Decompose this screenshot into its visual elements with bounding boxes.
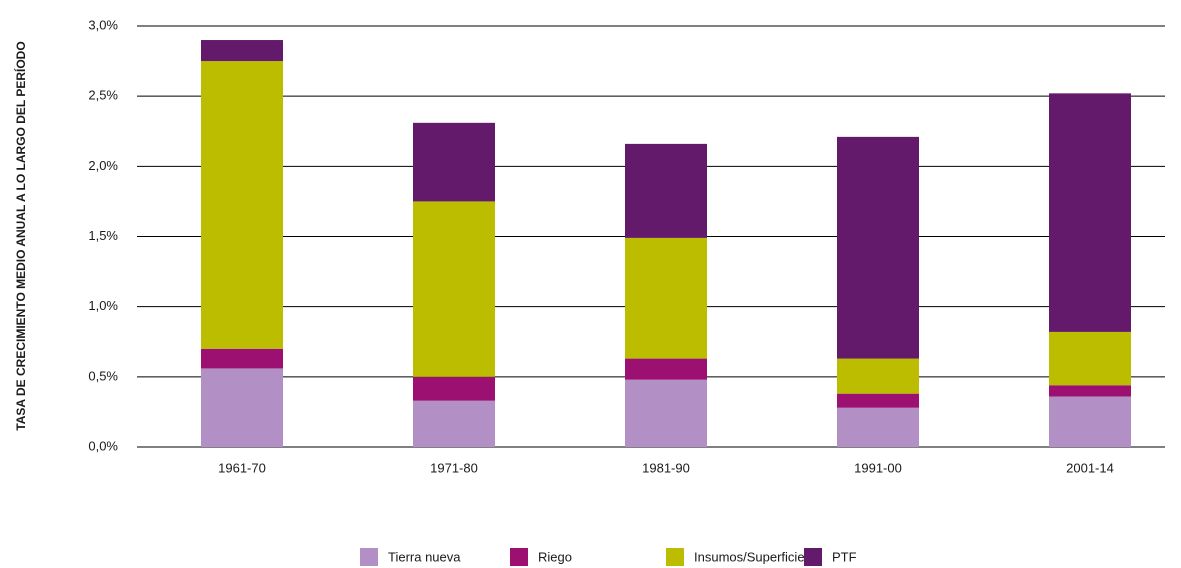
bar-segment	[1049, 93, 1131, 332]
bar-segment	[837, 136, 919, 359]
legend-swatch	[510, 548, 528, 566]
x-tick-label: 1971-80	[430, 460, 478, 475]
bar-segment	[625, 379, 707, 447]
x-tick-label: 1961-70	[218, 460, 266, 475]
y-tick-label: 2,0%	[88, 158, 118, 173]
y-tick-label: 1,0%	[88, 298, 118, 313]
x-tick-label: 1991-00	[854, 460, 902, 475]
x-tick-label: 2001-14	[1066, 460, 1114, 475]
bar-segment	[837, 407, 919, 447]
bar-segment	[1049, 385, 1131, 397]
legend-label: PTF	[832, 549, 857, 564]
bar-segment	[413, 201, 495, 377]
bar-segment	[413, 376, 495, 401]
y-tick-label: 0,0%	[88, 438, 118, 453]
legend-label: Tierra nueva	[388, 549, 461, 564]
legend-swatch	[804, 548, 822, 566]
bar-segment	[837, 358, 919, 394]
y-axis-title: TASA DE CRECIMIENTO MEDIO ANUAL A LO LAR…	[13, 41, 28, 430]
bar-segment	[413, 122, 495, 202]
bar-segment	[1049, 396, 1131, 447]
bar-segment	[837, 393, 919, 408]
y-tick-label: 1,5%	[88, 228, 118, 243]
legend-swatch	[360, 548, 378, 566]
legend-label: Riego	[538, 549, 572, 564]
bar-segment	[201, 348, 283, 369]
bar-segment	[625, 237, 707, 359]
bar-segment	[1049, 331, 1131, 386]
legend-swatch	[666, 548, 684, 566]
y-tick-label: 2,5%	[88, 88, 118, 103]
bar-segment	[413, 400, 495, 447]
bar-segment	[625, 143, 707, 238]
bar-segment	[625, 358, 707, 380]
y-tick-label: 0,5%	[88, 368, 118, 383]
bar-segment	[201, 368, 283, 447]
legend-label: Insumos/Superficie	[694, 549, 805, 564]
x-tick-label: 1981-90	[642, 460, 690, 475]
bar-segment	[201, 40, 283, 62]
bar-segment	[201, 61, 283, 349]
y-tick-label: 3,0%	[88, 17, 118, 32]
